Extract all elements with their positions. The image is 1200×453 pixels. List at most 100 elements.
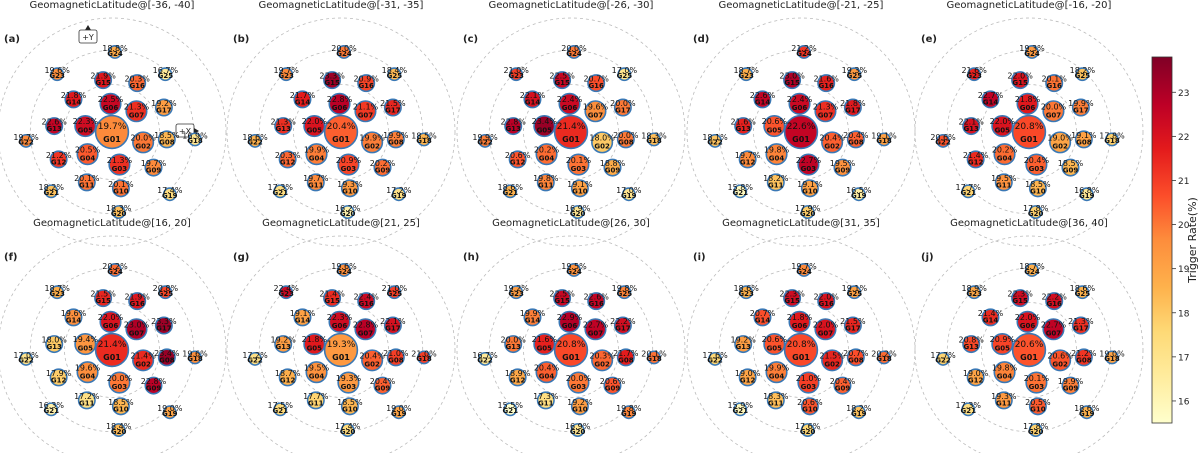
detector-label: G21 — [502, 407, 518, 415]
rate-label: 19.2% — [270, 336, 296, 345]
detector-g19: 19.0%G19 — [386, 404, 412, 420]
detector-label: G01 — [103, 353, 121, 362]
detector-marker — [111, 397, 130, 416]
detector-label: G03 — [1029, 165, 1045, 173]
detector-marker — [800, 205, 815, 219]
detector-label: G01 — [1020, 353, 1038, 362]
rate-label: 20.2% — [992, 145, 1018, 154]
rate-label: 16.9% — [182, 131, 208, 140]
rate-label: 17.6% — [702, 351, 728, 360]
rate-label: 19.6% — [75, 363, 101, 372]
detector-label: G18 — [187, 355, 203, 363]
panel-title: GeomagneticLatitude@[-31, -35] — [259, 0, 424, 11]
detector-marker — [553, 114, 589, 150]
detector-marker — [617, 285, 632, 300]
rate-label: 22.0% — [302, 117, 328, 126]
rate-label: 23.3% — [151, 317, 177, 326]
detector-g02: 20.6%G02 — [1047, 349, 1073, 372]
detector-g23: 18.7%G23 — [44, 284, 70, 300]
detector-marker — [373, 158, 392, 177]
rate-label: 22.6% — [787, 122, 816, 132]
rate-label: 20.4% — [843, 131, 869, 140]
detector-marker — [64, 308, 83, 327]
rate-label: 17.4% — [335, 422, 361, 431]
detector-g12: 21.4%G12 — [963, 150, 989, 169]
detector-g06: 22.0%G06 — [1015, 310, 1041, 333]
detector-marker — [357, 74, 376, 93]
rate-label: 19.7% — [303, 174, 329, 183]
detector-label: G03 — [112, 165, 128, 173]
detector-label: G21 — [960, 189, 976, 197]
detector-g10: 20.6%G10 — [797, 397, 823, 416]
detector-marker — [306, 173, 325, 192]
rate-label: 23.0% — [779, 72, 805, 81]
detector-label: G14 — [525, 98, 541, 106]
detector-label: G24 — [1024, 50, 1040, 58]
detector-label: G15 — [324, 297, 340, 305]
detector-label: G08 — [159, 138, 175, 146]
rate-label: 17.2% — [242, 351, 268, 360]
detector-label: G25 — [847, 72, 863, 80]
detector-g01: 19.3% G01 — [323, 332, 359, 368]
detector-label: G12 — [510, 159, 526, 167]
rate-label: 19.7% — [141, 159, 167, 168]
detector-g22: 19.7%G22 — [13, 133, 39, 148]
detector-label: G11 — [996, 181, 1012, 189]
detector-marker — [734, 117, 753, 136]
detector-label: G14 — [983, 316, 999, 324]
rate-label: 20.1% — [641, 349, 667, 358]
detector-label: G23 — [738, 72, 754, 80]
detector-g19: 16.8%G19 — [1074, 186, 1100, 202]
rate-label: 20.4% — [327, 122, 356, 132]
detector-marker — [967, 285, 982, 300]
panel-letter: (i) — [693, 252, 706, 263]
detector-label: G03 — [341, 383, 357, 391]
detector-g24: 18.7%G24 — [1019, 262, 1045, 277]
detector-g13: 22.6%G13 — [41, 117, 67, 136]
detector-marker — [111, 205, 126, 219]
detector-label: G17 — [615, 107, 631, 115]
detector-marker — [337, 45, 351, 59]
detector-marker — [132, 349, 155, 372]
detector-g05: 20.6%G05 — [762, 115, 787, 138]
detector-label: G06 — [332, 104, 348, 112]
detector-label: G20 — [340, 210, 356, 218]
detector-label: G09 — [375, 167, 391, 175]
rate-label: 17.5% — [268, 401, 294, 410]
detector-marker — [386, 130, 405, 149]
detector-g02: 20.0%G02 — [130, 131, 156, 154]
colorbar-tick-label: 22 — [1178, 133, 1189, 143]
detector-marker — [303, 115, 326, 138]
detector-g12: 19.0%G12 — [735, 368, 761, 387]
detector-g16: 21.6%G16 — [813, 74, 839, 93]
detector-marker — [279, 67, 294, 82]
detector-g18: 19.6%G18 — [182, 349, 208, 365]
detector-label: G18 — [876, 355, 892, 363]
detector-g04: 19.5%G04 — [304, 361, 330, 384]
detector-label: G07 — [818, 330, 834, 338]
detector-g06: 21.8%G06 — [787, 310, 813, 333]
detector-g11: 19.5%G11 — [991, 173, 1017, 192]
detector-g09: 19.7%G09 — [141, 158, 167, 177]
detector-label: G17 — [1073, 107, 1089, 115]
detector-g12: 19.0%G12 — [963, 368, 989, 387]
detector-label: G04 — [769, 155, 785, 163]
detector-label: G16 — [358, 300, 374, 308]
detector-label: G01 — [562, 353, 580, 362]
detector-label: G09 — [1063, 167, 1079, 175]
detector-label: G04 — [769, 373, 785, 381]
detector-g14: 22.1%G14 — [520, 90, 546, 109]
detector-label: G04 — [80, 155, 96, 163]
detector-label: G23 — [966, 72, 982, 80]
detector-g08: 20.0%G08 — [613, 130, 639, 149]
rate-label: 19.3% — [336, 374, 362, 383]
detector-g01: 20.8% G01 — [553, 332, 589, 368]
detector-marker — [647, 132, 661, 147]
rate-label: 18.5% — [108, 398, 134, 407]
detector-label: G24 — [107, 268, 123, 276]
detector-label: G03 — [571, 165, 587, 173]
detector-marker — [19, 351, 33, 366]
detector-marker — [763, 115, 786, 138]
detector-g14: 21.7%G14 — [290, 90, 316, 109]
detector-marker — [337, 371, 360, 394]
